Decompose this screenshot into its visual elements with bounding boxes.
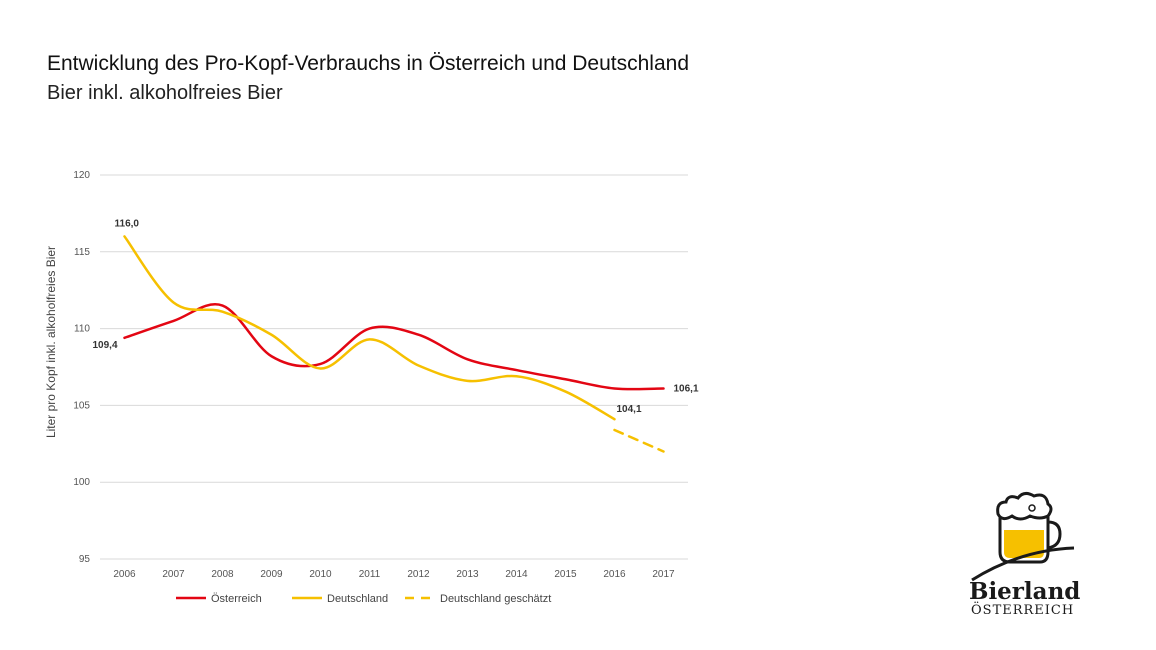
series-line-österreich — [123, 303, 665, 391]
x-tick-label: 2017 — [652, 569, 675, 580]
x-tick-label: 2009 — [260, 569, 283, 580]
data-label: 106,1 — [674, 384, 699, 395]
series-line-deutschland-geschätzt — [613, 428, 665, 453]
x-tick-label: 2008 — [211, 569, 234, 580]
y-tick-label: 110 — [74, 324, 90, 335]
x-tick-label: 2011 — [359, 569, 381, 580]
x-tick-label: 2013 — [456, 569, 479, 580]
legend-label: Deutschland geschätzt — [440, 593, 551, 605]
x-tick-label: 2015 — [554, 569, 577, 580]
data-label: 109,4 — [93, 340, 118, 351]
series-line-deutschland — [123, 235, 616, 421]
x-tick-label: 2010 — [309, 569, 332, 580]
chart-subtitle: Bier inkl. alkoholfreies Bier — [47, 82, 283, 104]
y-tick-label: 120 — [73, 170, 90, 181]
bierland-logo-icon — [971, 491, 1075, 582]
x-tick-label: 2007 — [162, 569, 185, 580]
data-label: 116,0 — [115, 218, 140, 229]
y-tick-label: 95 — [79, 554, 91, 565]
logo-wordmark: Bierland — [969, 578, 1081, 605]
logo-subtitle: ÖSTERREICH — [971, 603, 1075, 618]
y-tick-label: 115 — [74, 247, 90, 258]
x-tick-label: 2006 — [113, 569, 136, 580]
y-axis-label: Liter pro Kopf inkl. alkoholfreies Bier — [44, 246, 58, 438]
legend-label: Österreich — [211, 593, 262, 605]
data-label: 104,1 — [617, 404, 642, 415]
x-tick-label: 2012 — [407, 569, 430, 580]
y-tick-label: 105 — [73, 400, 90, 411]
y-tick-label: 100 — [73, 477, 90, 488]
x-tick-label: 2014 — [505, 569, 528, 580]
x-tick-label: 2016 — [603, 569, 626, 580]
legend-label: Deutschland — [327, 593, 388, 605]
chart-title: Entwicklung des Pro-Kopf-Verbrauchs in Ö… — [47, 52, 689, 75]
